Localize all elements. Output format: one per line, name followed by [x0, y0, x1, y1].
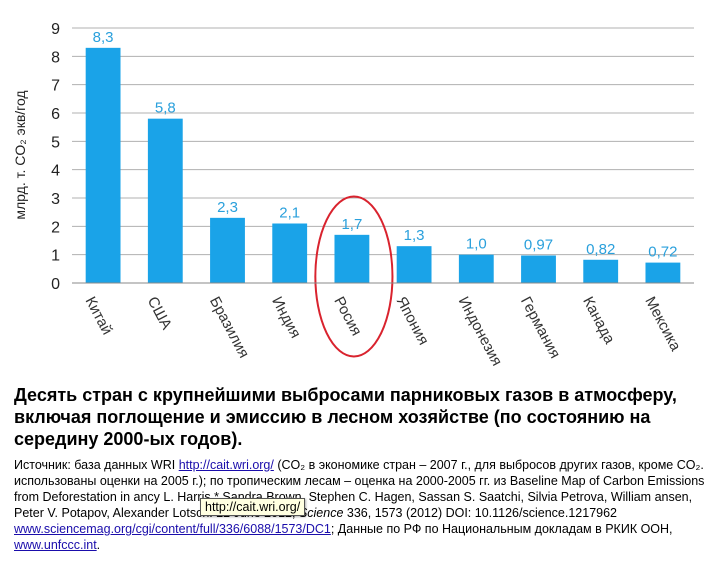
x-tick-label: Япония [393, 294, 432, 348]
journal-name: Science [298, 506, 344, 520]
data-label: 0,82 [586, 241, 615, 258]
data-label: 0,97 [524, 237, 553, 254]
x-tick-label: Канада [579, 294, 618, 347]
y-tick-label: 2 [51, 219, 60, 236]
data-label: 2,1 [279, 205, 300, 222]
x-tick-label: Бразилия [206, 294, 252, 361]
bar-2 [147, 118, 183, 284]
x-tick-label: Индия [268, 294, 304, 341]
chart-caption-title: Десять стран с крупнейшими выбросами пар… [14, 385, 677, 449]
source-part-4: 336, 1573 (2012) DOI: 10.1126/science.12… [343, 506, 617, 520]
bar-9 [583, 259, 619, 283]
y-tick-label: 5 [51, 134, 60, 151]
y-tick-label: 8 [51, 49, 60, 66]
y-tick-label: 4 [51, 163, 60, 180]
unfccc-link[interactable]: www.unfccc.int [14, 538, 97, 552]
bar-10 [645, 262, 681, 283]
x-tick-label: Китай [82, 294, 116, 338]
data-label: 1,0 [466, 236, 487, 253]
x-tick-label: Мексика [641, 294, 684, 355]
bar-3 [210, 217, 245, 283]
y-tick-label: 6 [51, 106, 60, 123]
y-axis-label: млрд. т. CO₂ экв/год [12, 90, 28, 219]
x-tick-label: США [144, 294, 175, 333]
highlight-circle [314, 195, 394, 358]
y-tick-label: 7 [51, 78, 60, 95]
y-tick-label: 0 [51, 276, 60, 293]
data-label: 1,7 [341, 216, 362, 233]
link-tooltip: http://cait.wri.org/ [200, 498, 306, 516]
data-label: 2,3 [217, 199, 238, 216]
bar-6 [396, 246, 432, 283]
wri-link[interactable]: http://cait.wri.org/ [178, 458, 274, 472]
source-end: . [96, 538, 101, 552]
x-tick-label: Росия [330, 294, 365, 339]
source-part-1: (CO₂ в экономике стран – 2007 г., для вы… [14, 458, 705, 504]
data-label: 5,8 [155, 100, 176, 117]
source-citation: Источник: база данных WRI http://cait.wr… [14, 457, 714, 553]
source-part-5: ; Данные по РФ по Национальным докладам … [330, 522, 673, 536]
bar-chart: 0 1 2 3 4 5 6 7 8 9 млрд. т. CO₂ экв/год 8,3 Китай 5,… [12, 21, 694, 369]
y-tick-label: 9 [51, 21, 60, 38]
x-tick-label: Германия [517, 294, 564, 361]
data-label: 0,72 [648, 244, 677, 261]
bar-8 [521, 255, 556, 283]
data-label: 8,3 [93, 29, 114, 46]
bar-5 [334, 234, 370, 283]
x-tick-label: Индонезия [455, 294, 506, 369]
source-intro: Источник: база данных WRI [14, 458, 179, 472]
data-label: 1,3 [404, 227, 425, 244]
y-tick-label: 1 [51, 248, 60, 265]
bar-7 [458, 254, 494, 283]
sciencemag-link[interactable]: www.sciencemag.org/cgi/content/full/336/… [14, 522, 331, 536]
bar-1 [85, 47, 121, 284]
bar-4 [272, 223, 308, 283]
y-tick-label: 3 [51, 191, 60, 208]
